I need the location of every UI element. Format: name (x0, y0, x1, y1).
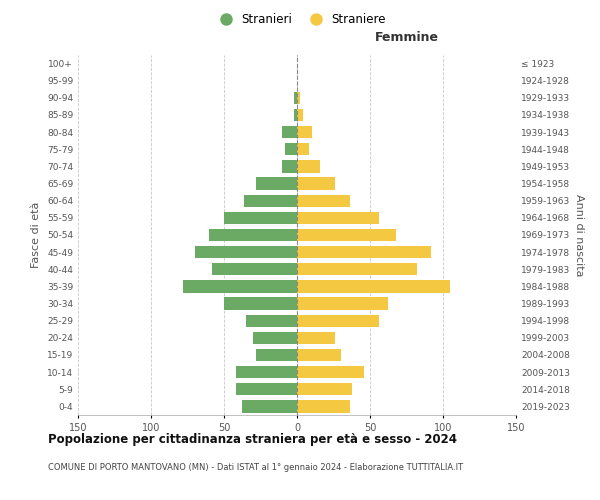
Bar (297, 349, 341, 361)
Bar (209, 229, 297, 241)
Bar (297, 178, 335, 190)
Bar (297, 263, 417, 276)
Bar (253, 332, 297, 344)
Bar (297, 314, 379, 327)
Bar (297, 109, 303, 121)
Bar (297, 92, 300, 104)
Bar (294, 92, 297, 104)
Y-axis label: Fasce di età: Fasce di età (31, 202, 41, 268)
Bar (297, 212, 379, 224)
Bar (283, 126, 297, 138)
Text: Popolazione per cittadinanza straniera per età e sesso - 2024: Popolazione per cittadinanza straniera p… (48, 432, 457, 446)
Bar (294, 109, 297, 121)
Bar (236, 383, 297, 396)
Bar (297, 383, 352, 396)
Text: COMUNE DI PORTO MANTOVANO (MN) - Dati ISTAT al 1° gennaio 2024 - Elaborazione TU: COMUNE DI PORTO MANTOVANO (MN) - Dati IS… (48, 463, 463, 472)
Bar (297, 366, 364, 378)
Bar (297, 400, 350, 412)
Bar (297, 160, 320, 172)
Bar (297, 229, 396, 241)
Bar (256, 178, 297, 190)
Bar (242, 400, 297, 412)
Bar (297, 246, 431, 258)
Bar (297, 280, 451, 292)
Bar (297, 194, 350, 207)
Bar (224, 212, 297, 224)
Bar (212, 263, 297, 276)
Legend: Stranieri, Straniere: Stranieri, Straniere (209, 8, 391, 31)
Bar (183, 280, 297, 292)
Bar (195, 246, 297, 258)
Bar (297, 332, 335, 344)
Bar (297, 126, 311, 138)
Bar (297, 298, 388, 310)
Text: Femmine: Femmine (374, 31, 439, 44)
Bar (244, 194, 297, 207)
Bar (286, 143, 297, 156)
Bar (246, 314, 297, 327)
Bar (256, 349, 297, 361)
Bar (283, 160, 297, 172)
Y-axis label: Anni di nascita: Anni di nascita (574, 194, 584, 276)
Bar (297, 143, 308, 156)
Bar (224, 298, 297, 310)
Bar (236, 366, 297, 378)
